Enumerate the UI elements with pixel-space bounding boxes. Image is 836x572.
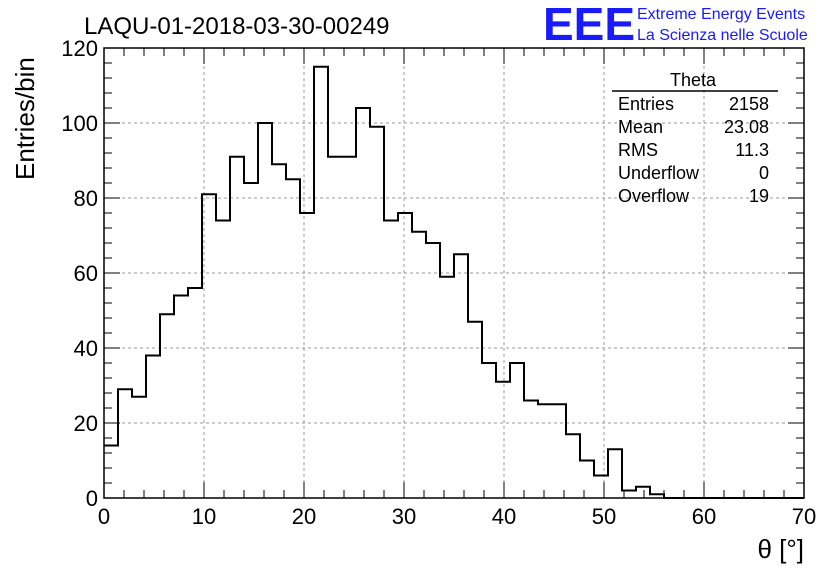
stats-label: Mean <box>618 117 663 137</box>
stats-value: 2158 <box>729 94 769 114</box>
stats-value: 11.3 <box>735 140 769 160</box>
eee-logo: EEE Extreme Energy Events La Scienza nel… <box>543 0 808 50</box>
x-tick-label: 20 <box>292 504 316 529</box>
y-axis-title: Entries/bin <box>10 57 40 180</box>
histogram-line <box>104 65 804 499</box>
x-tick-label: 70 <box>792 504 816 529</box>
x-tick-label: 10 <box>192 504 216 529</box>
logo-line-1: Extreme Energy Events <box>637 6 805 23</box>
stats-value: 23.08 <box>724 117 769 137</box>
x-tick-label: 30 <box>392 504 416 529</box>
stats-rows: Entries 2158 Mean 23.08 RMS 11.3 Underflow 0 Ove… <box>618 94 769 206</box>
stats-label: Entries <box>618 94 674 114</box>
chart-title: LAQU-01-2018-03-30-00249 <box>84 13 390 40</box>
y-tick-label: 40 <box>74 336 98 361</box>
x-tick-label: 60 <box>692 504 716 529</box>
y-tick-label: 60 <box>74 261 98 286</box>
stats-value: 19 <box>749 186 769 206</box>
stats-value: 0 <box>759 163 769 183</box>
x-tick-label: 0 <box>98 504 110 529</box>
axis-ticks <box>103 47 805 499</box>
stats-label: Underflow <box>618 163 700 183</box>
x-tick-label: 50 <box>592 504 616 529</box>
y-tick-labels: 0 20 40 60 80 100 120 <box>61 36 98 511</box>
stats-label: Overflow <box>618 186 690 206</box>
logo-line-2: La Scienza nelle Scuole <box>637 27 808 44</box>
logo-mark: EEE <box>543 0 635 50</box>
y-tick-label: 0 <box>86 486 98 511</box>
x-tick-labels: 0 10 20 30 40 50 60 70 <box>98 504 816 529</box>
stats-label: RMS <box>618 140 658 160</box>
stats-title: Theta <box>670 70 717 90</box>
x-tick-label: 40 <box>492 504 516 529</box>
y-tick-label: 80 <box>74 186 98 211</box>
stats-box: Theta Entries 2158 Mean 23.08 RMS 11.3 Underfl… <box>612 70 778 206</box>
y-tick-label: 100 <box>61 111 98 136</box>
y-tick-label: 20 <box>74 411 98 436</box>
x-axis-title: θ [°] <box>757 534 804 564</box>
y-tick-label: 120 <box>61 36 98 61</box>
